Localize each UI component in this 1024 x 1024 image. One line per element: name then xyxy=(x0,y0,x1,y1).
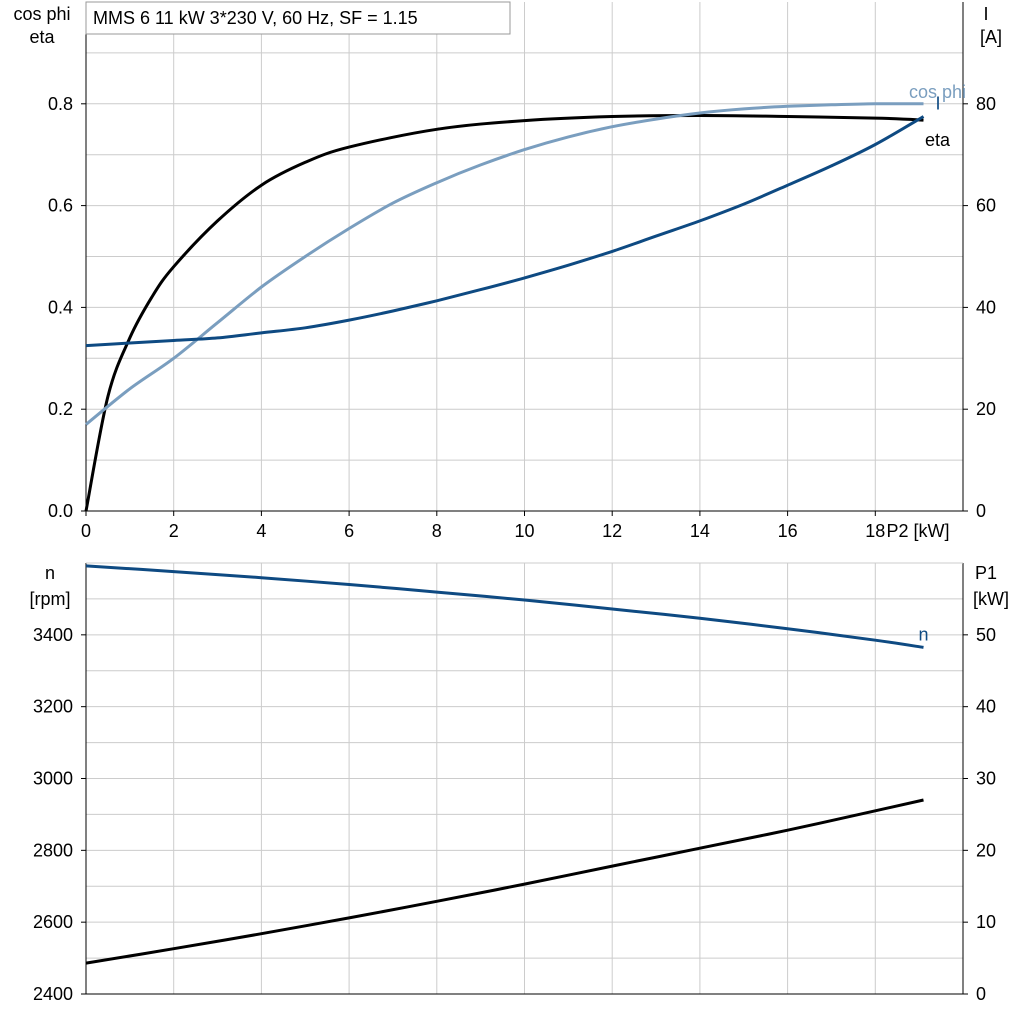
x-tick-label: 12 xyxy=(602,521,622,541)
y-left-tick-label: 2600 xyxy=(33,912,73,932)
x-tick-label: 6 xyxy=(344,521,354,541)
legend-box: MMS 6 11 kW 3*230 V, 60 Hz, SF = 1.15 xyxy=(85,1,511,35)
y-left-tick-label: 3000 xyxy=(33,769,73,789)
x-tick-label: 2 xyxy=(169,521,179,541)
legend-text: MMS 6 11 kW 3*230 V, 60 Hz, SF = 1.15 xyxy=(93,8,418,28)
x-tick-label: 0 xyxy=(81,521,91,541)
y-right-tick-label: 40 xyxy=(976,697,996,717)
series-line-i xyxy=(85,115,925,348)
bottom-panel: 2400 2600 2800 3000 3200 3400 0 10 20 30 40 50 n [rpm… xyxy=(29,562,1009,1004)
y-right-tick-label: 20 xyxy=(976,399,996,419)
x-tick-label: 14 xyxy=(690,521,710,541)
x-tick-label: 10 xyxy=(514,521,534,541)
y-right-tick-label: 0 xyxy=(976,501,986,521)
y-left-tick-label: 0.0 xyxy=(48,501,73,521)
y-right-tick-label: 10 xyxy=(976,912,996,932)
y-right-axis-title-line1: I xyxy=(983,4,988,24)
y-left-axis-title-line1: cos phi xyxy=(13,4,70,24)
y-right-tick-label: 80 xyxy=(976,94,996,114)
y-left-axis-title-line1: n xyxy=(45,563,55,583)
series-line-n xyxy=(85,564,924,649)
legend-box-frame xyxy=(85,1,511,35)
series-label-cos-phi: cos phi xyxy=(909,82,966,102)
y-right-tick-label: 60 xyxy=(976,196,996,216)
series-line-cos-phi xyxy=(85,102,924,426)
y-left-tick-label: 0.2 xyxy=(48,399,73,419)
y-left-axis-title-line2: eta xyxy=(29,27,55,47)
series-line-eta xyxy=(84,114,924,512)
y-left-tick-label: 2400 xyxy=(33,984,73,1004)
x-tick-label: 18 xyxy=(865,521,885,541)
y-left-tick-label: 0.4 xyxy=(48,297,73,317)
y-right-tick-label: 40 xyxy=(976,297,996,317)
series-label-n: n xyxy=(919,624,929,644)
y-right-axis-title-line2: [A] xyxy=(980,27,1002,47)
x-tick-label: 4 xyxy=(256,521,266,541)
series-label-i: I xyxy=(936,94,941,114)
x-tick-label: 16 xyxy=(778,521,798,541)
y-left-tick-label: 3400 xyxy=(33,625,73,645)
top-panel: 0.0 0.2 0.4 0.6 0.8 0 20 40 60 80 0 2 4 6 8 10 12 14 16 18 c… xyxy=(13,2,1002,541)
y-left-tick-label: 0.8 xyxy=(48,94,73,114)
y-left-axis-title-line2: [rpm] xyxy=(29,589,70,609)
y-right-axis-title-line2: [kW] xyxy=(973,589,1009,609)
y-right-tick-label: 50 xyxy=(976,625,996,645)
y-right-axis-title-line1: P1 xyxy=(975,563,997,583)
y-right-tick-label: 0 xyxy=(976,984,986,1004)
x-axis-title: P2 [kW] xyxy=(886,521,949,541)
y-left-tick-label: 0.6 xyxy=(48,196,73,216)
series-line-p1 xyxy=(85,798,924,965)
y-right-tick-label: 20 xyxy=(976,840,996,860)
y-right-tick-label: 30 xyxy=(976,769,996,789)
x-tick-label: 8 xyxy=(432,521,442,541)
series-label-eta: eta xyxy=(925,130,951,150)
y-left-tick-label: 2800 xyxy=(33,840,73,860)
y-left-tick-label: 3200 xyxy=(33,697,73,717)
